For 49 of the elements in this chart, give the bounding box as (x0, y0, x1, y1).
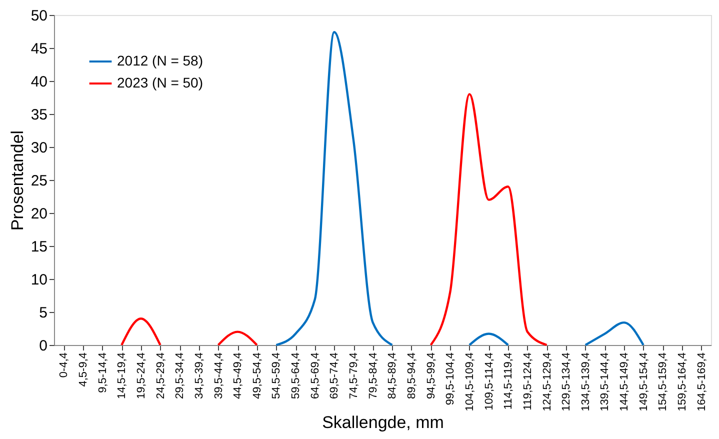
x-tick-label: 84,5-89,4 (386, 352, 399, 399)
y-tick-label: 30 (30, 140, 48, 156)
x-tick-label: 59,5-64,4 (290, 352, 302, 399)
legend-label: 2023 (N = 50) (117, 74, 203, 90)
y-tick-label: 40 (30, 74, 48, 90)
x-tick-label: 29,5-34,4 (174, 352, 186, 399)
y-tick-label: 35 (30, 106, 48, 124)
x-tick-label: 24,5-29,4 (154, 352, 167, 399)
x-tick-label: 64,5-69,4 (309, 352, 322, 399)
x-tick-label: 74,5-79,4 (348, 352, 360, 399)
x-tick-label: 44,5-49,4 (232, 352, 244, 399)
x-tick-label: 154,5-159,4 (657, 352, 670, 412)
x-tick-label: 14,5-19,4 (116, 352, 128, 399)
x-tick-label: 89,5-94,4 (406, 352, 418, 399)
y-tick-label: 15 (30, 238, 48, 256)
x-tick-label: 124,5-129,4 (541, 352, 554, 412)
x-tick-label: 159,5-164,4 (676, 352, 689, 412)
x-tick-label: 69,5-74,4 (328, 352, 341, 399)
x-tick-label: 39,5-44,4 (212, 352, 225, 399)
x-tick-label: 134,5-139,4 (580, 352, 592, 412)
x-tick-label: 109,5-114,4 (483, 352, 496, 410)
x-tick-label: 4,5-9,4 (77, 352, 90, 387)
y-tick-label: 10 (30, 272, 48, 288)
y-tick-label: 20 (30, 206, 48, 222)
y-tick-label: 50 (30, 8, 48, 24)
x-tick-label: 79,5-84,4 (367, 352, 380, 399)
x-tick-label: 104,5-109,4 (464, 352, 476, 412)
x-tick-label: 149,5-154,4 (638, 352, 650, 412)
x-tick-label: 119,5-124,4 (522, 352, 534, 410)
x-tick-label: 49,5-54,4 (251, 352, 264, 399)
x-tick-label: 54,5-59,4 (270, 352, 283, 399)
x-tick-label: 99,5-104,4 (444, 352, 457, 406)
x-tick-label: 129,5-134,4 (560, 352, 573, 412)
legend-label: 2012 (N = 58) (117, 52, 203, 68)
x-tick-label: 34,5-39,4 (193, 352, 206, 399)
x-tick-label: 139,5-144,4 (599, 352, 612, 412)
x-tick-label: 144,5-149,4 (618, 352, 631, 412)
x-tick-label: 19,5-24,4 (135, 352, 148, 399)
y-tick-label: 45 (30, 40, 48, 58)
y-tick-label: 5 (39, 304, 48, 322)
x-axis-title: Skallengde, mm (322, 413, 444, 432)
x-tick-label: 94,5-99,4 (425, 352, 438, 399)
y-axis-title: Prosentandel (8, 130, 27, 231)
y-tick-label: 25 (30, 172, 48, 190)
x-tick-label: 114,5-119,4 (502, 352, 515, 410)
y-tick-label: 0 (39, 338, 48, 354)
x-tick-label: 9,5-14,4 (96, 352, 109, 393)
x-tick-label: 0-4,4 (58, 352, 70, 378)
x-tick-label: 164,5-169,4 (696, 352, 708, 412)
